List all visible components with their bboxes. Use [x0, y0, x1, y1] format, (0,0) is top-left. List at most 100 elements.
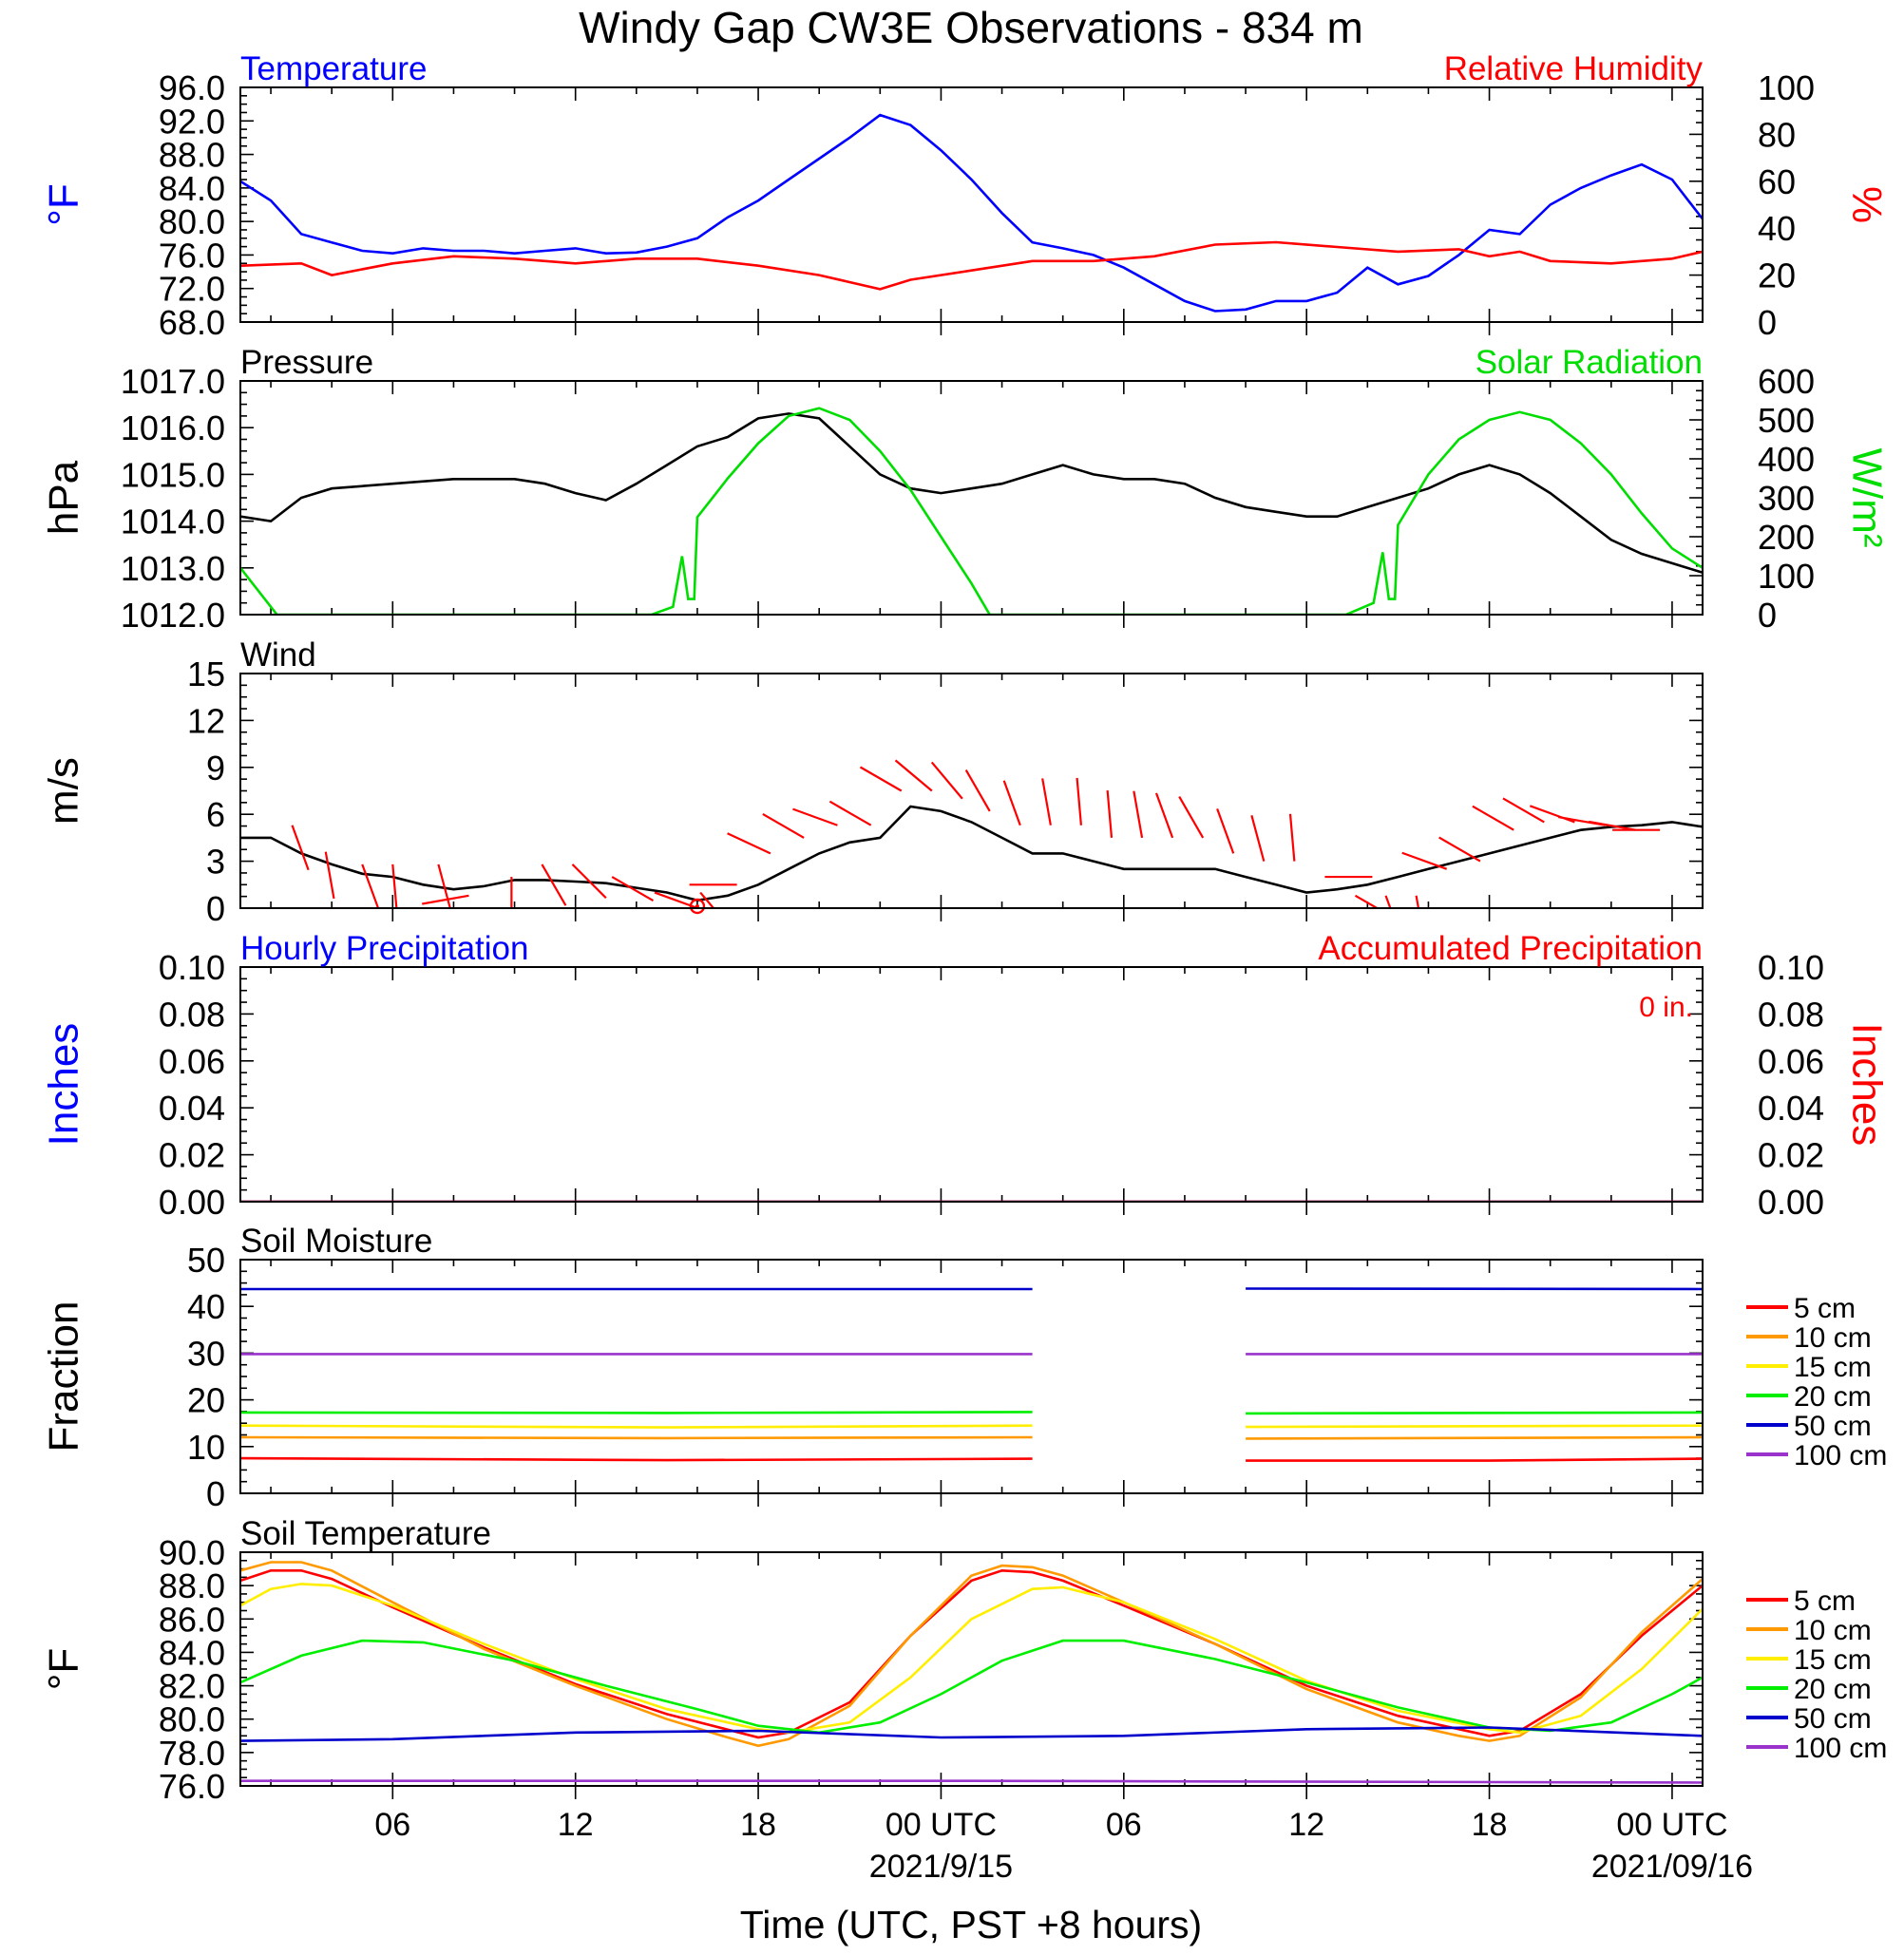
y-tick-label-right: 600 [1758, 362, 1815, 401]
wind-barb [611, 876, 655, 902]
y-tick-label-left: 12 [187, 701, 225, 740]
y-tick-label-right: 100 [1758, 557, 1815, 596]
y-tick-label-left: 0.06 [159, 1042, 225, 1081]
legend-label: 100 cm [1794, 1440, 1887, 1471]
wind-barb [1438, 836, 1481, 863]
y-tick-label-left: 1013.0 [121, 549, 225, 588]
y-axis-label-left: m/s [41, 757, 87, 825]
y-tick-label-left: 1015.0 [121, 455, 225, 494]
y-tick-label-left: 76.0 [159, 236, 225, 275]
y-axis-label-right: Inches [1843, 1023, 1890, 1147]
y-tick-label-left: 15 [187, 655, 225, 693]
wind-barb [422, 894, 469, 905]
panel-title-left: Soil Moisture [240, 1223, 432, 1260]
y-tick-label-left: 92.0 [159, 102, 225, 141]
y-tick-label-left: 78.0 [159, 1734, 225, 1773]
panel-title-left: Hourly Precipitation [240, 930, 528, 967]
series-10-cm [240, 1561, 1703, 1748]
x-axis-label: Time (UTC, PST +8 hours) [740, 1903, 1202, 1946]
wind-barb [1472, 805, 1514, 831]
y-tick-label-left: 88.0 [159, 1566, 225, 1605]
panel-temperature-humidity: 68.072.076.080.084.088.092.096.0 0 20 40 60 8… [41, 50, 1891, 342]
y-tick-label-left: 96.0 [159, 68, 225, 107]
y-tick-label-left: 80.0 [159, 1700, 225, 1739]
y-tick-label-left: 30 [187, 1334, 225, 1373]
series-20-cm [240, 1411, 1033, 1414]
wind-barb [699, 891, 715, 908]
x-tick-label: 12 [558, 1807, 594, 1843]
y-tick-label-left: 1017.0 [121, 362, 225, 401]
wind-barb [361, 864, 380, 908]
series-100-cm [240, 1779, 1703, 1784]
series-group [240, 113, 1703, 313]
y-tick-label-left: 72.0 [159, 270, 225, 309]
panel-frame [239, 86, 1704, 323]
y-tick-label-left: 84.0 [159, 1633, 225, 1672]
y-tick-label-left: 90.0 [159, 1533, 225, 1572]
y-tick-label-right: 0.00 [1758, 1183, 1824, 1222]
y-tick-label-left: 3 [206, 843, 225, 882]
wind-barb [1401, 851, 1448, 870]
y-tick-label-left: 0.02 [159, 1136, 225, 1175]
legend-label: 15 cm [1794, 1352, 1872, 1383]
y-tick-label-left: 0.04 [159, 1089, 225, 1128]
series-temperature [240, 113, 1703, 313]
series-15-cm [240, 1424, 1033, 1429]
series-15-cm [240, 1583, 1703, 1735]
y-tick-label-right: 0.10 [1758, 948, 1824, 987]
legend-label: 50 cm [1794, 1703, 1872, 1735]
legend-label: 20 cm [1794, 1674, 1872, 1705]
figure-title: Windy Gap CW3E Observations - 834 m [579, 3, 1363, 52]
y-tick-label-left: 0.08 [159, 995, 225, 1034]
y-tick-label-left: 50 [187, 1241, 225, 1280]
x-tick-label: 18 [740, 1807, 776, 1843]
wind-barb [1076, 777, 1083, 826]
x-tick-label: 06 [374, 1807, 410, 1843]
series-20-cm [240, 1639, 1703, 1735]
y-axis-label-right: W/m² [1843, 447, 1890, 547]
series-15-cm [1246, 1424, 1703, 1429]
x-tick-label: 12 [1288, 1807, 1324, 1843]
panel-frame [239, 380, 1704, 616]
wind-barb [1178, 796, 1205, 839]
wind-barb [1002, 780, 1021, 826]
x-tick-label: 18 [1472, 1807, 1508, 1843]
panel-frame [239, 966, 1704, 1203]
wind-barb [1589, 820, 1636, 831]
y-tick-label-right: 40 [1758, 209, 1796, 248]
legend-label: 20 cm [1794, 1381, 1872, 1413]
series-10-cm [240, 1435, 1033, 1440]
panel-title-left: Wind [240, 636, 316, 674]
wind-barb [1288, 813, 1296, 862]
y-axis-label-left: Fraction [41, 1301, 87, 1452]
y-tick-label-left: 84.0 [159, 169, 225, 208]
calm-marker [689, 898, 706, 915]
y-tick-label-left: 0 [206, 1474, 225, 1513]
y-tick-label-right: 500 [1758, 401, 1815, 440]
panel-soil-temperature: 76.078.080.082.084.086.088.090.0 Soil Tem… [41, 1515, 1888, 1806]
wind-barb [727, 832, 771, 855]
wind-barb [1133, 790, 1144, 839]
y-tick-label-left: 40 [187, 1287, 225, 1326]
series-5-cm [1246, 1457, 1703, 1462]
wind-barb [437, 864, 451, 908]
y-tick-label-left: 80.0 [159, 202, 225, 241]
series-5-cm [240, 1456, 1033, 1462]
wind-barb [1216, 808, 1235, 854]
wind-barb [792, 807, 838, 826]
series-50-cm [240, 1726, 1703, 1742]
y-tick-label-left: 68.0 [159, 303, 225, 342]
x-date-label: 2021/9/15 [869, 1849, 1013, 1885]
y-tick-label-left: 0 [206, 889, 225, 928]
panel-title-left: Pressure [240, 344, 373, 381]
panel-title-left: Soil Temperature [240, 1515, 491, 1552]
y-tick-label-left: 1016.0 [121, 408, 225, 447]
wind-barb [964, 769, 991, 812]
y-tick-label-right: 80 [1758, 115, 1796, 154]
panel-title-right: Solar Radiation [1476, 344, 1703, 381]
series-5-cm [240, 1568, 1703, 1739]
y-tick-label-right: 0.04 [1758, 1089, 1824, 1128]
y-tick-label-right: 0.06 [1758, 1042, 1824, 1081]
